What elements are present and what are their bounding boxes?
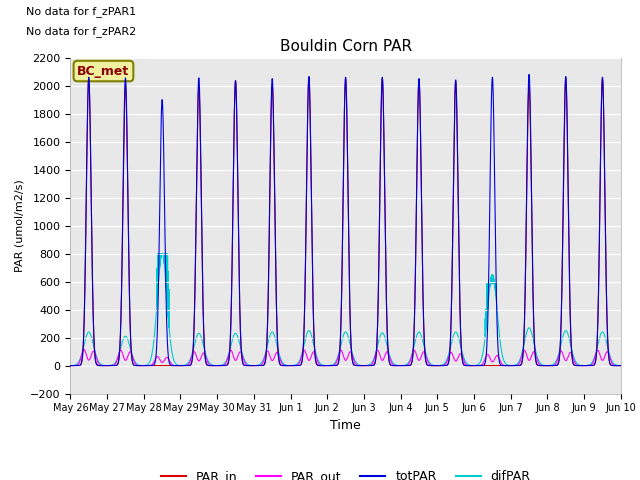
Text: No data for f_zPAR1: No data for f_zPAR1 [26, 6, 136, 17]
Text: BC_met: BC_met [77, 64, 129, 78]
Legend: PAR_in, PAR_out, totPAR, difPAR: PAR_in, PAR_out, totPAR, difPAR [156, 465, 536, 480]
Text: No data for f_zPAR2: No data for f_zPAR2 [26, 26, 136, 37]
Title: Bouldin Corn PAR: Bouldin Corn PAR [280, 39, 412, 54]
Y-axis label: PAR (umol/m2/s): PAR (umol/m2/s) [15, 179, 24, 272]
X-axis label: Time: Time [330, 419, 361, 432]
